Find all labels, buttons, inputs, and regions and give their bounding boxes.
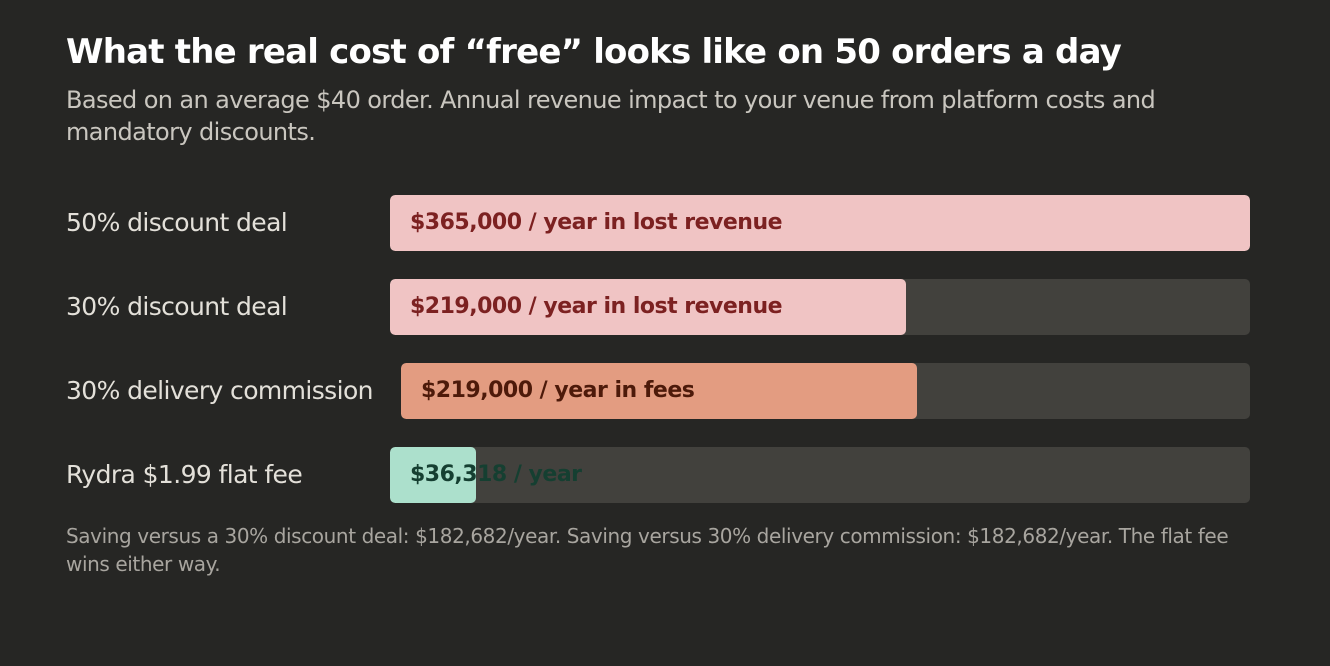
bar-row: 30% discount deal $219,000 / year in lost…	[0, 279, 1330, 335]
bar-fill	[390, 279, 906, 335]
bar-value-label: $219,000 / year in fees	[421, 378, 695, 403]
bar-track: $219,000 / year in fees	[401, 363, 1250, 419]
bar-value-label: $365,000 / year in lost revenue	[410, 210, 783, 235]
bar-fill	[390, 447, 476, 503]
bar-category-label: Rydra $1.99 flat fee	[66, 460, 303, 489]
bar-category-label: 50% discount deal	[66, 208, 288, 237]
chart-title: What the real cost of “free” looks like …	[66, 32, 1122, 72]
bar-fill	[390, 195, 1250, 251]
chart-subtitle: Based on an average $40 order. Annual re…	[66, 86, 1156, 146]
bar-category-label: 30% delivery commission	[66, 376, 373, 405]
bar-track: $219,000 / year in lost revenue	[390, 279, 1250, 335]
bar-category-label: 30% discount deal	[66, 292, 288, 321]
chart-footnote: Saving versus a 30% discount deal: $182,…	[66, 524, 1229, 576]
bar-row: 50% discount deal $365,000 / year in lost…	[0, 195, 1330, 251]
bar-value-label: $36,318 / year	[410, 462, 582, 487]
bar-value-label: $219,000 / year in lost revenue	[410, 294, 783, 319]
bar-row: Rydra $1.99 flat fee $36,318 / year	[0, 447, 1330, 503]
bar-track: $365,000 / year in lost revenue	[390, 195, 1250, 251]
bar-fill	[401, 363, 917, 419]
bar-track: $36,318 / year	[390, 447, 1250, 503]
bar-row: 30% delivery commission $219,000 / year i…	[0, 363, 1330, 419]
